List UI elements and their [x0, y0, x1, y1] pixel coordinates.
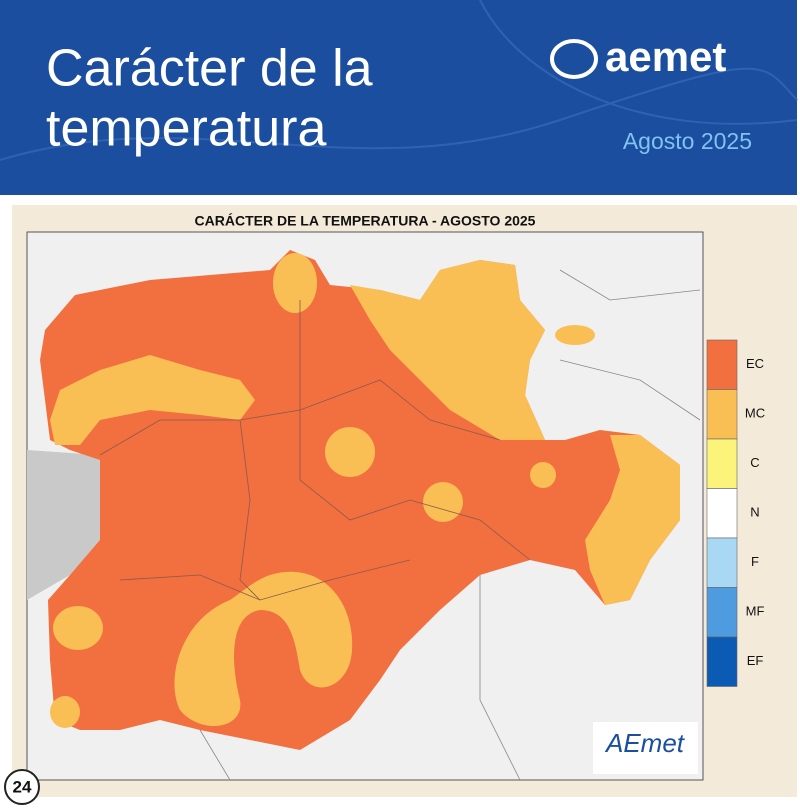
legend-label: EF — [747, 653, 764, 668]
legend-swatch — [706, 537, 738, 588]
logo: AEmet — [604, 728, 686, 758]
header-decor — [0, 67, 798, 161]
map-title: CARÁCTER DE LA TEMPERATURA - AGOSTO 2025 — [195, 213, 536, 229]
legend-label: MF — [746, 604, 765, 619]
logo-box — [593, 722, 698, 774]
legend-label: EC — [746, 356, 764, 371]
legend-swatch — [706, 488, 738, 539]
brand-icon — [550, 39, 598, 79]
legend-label: MC — [745, 406, 765, 421]
legend: EC MC C N F MF EF — [706, 339, 765, 687]
header-title: temperatura — [46, 100, 326, 158]
header-date: Agosto 2025 — [623, 128, 752, 154]
legend-label: C — [750, 455, 759, 470]
header-decor — [479, 0, 798, 125]
mc-areas — [50, 253, 680, 728]
header-bg — [0, 0, 797, 195]
legend-swatch — [706, 389, 738, 440]
legend-swatch — [706, 339, 738, 390]
badge — [4, 769, 40, 805]
header-title: Carácter de la — [46, 40, 373, 98]
legend-label: F — [751, 554, 759, 569]
legend-label: N — [750, 505, 759, 520]
neighbour-borders — [199, 269, 701, 781]
brand: aemet — [605, 33, 726, 80]
region — [40, 250, 680, 750]
legend-swatch — [706, 587, 738, 638]
province-borders — [99, 300, 531, 601]
legend-swatch — [706, 438, 738, 489]
badge-text: 24 — [13, 777, 32, 796]
legend-swatch — [706, 636, 738, 687]
